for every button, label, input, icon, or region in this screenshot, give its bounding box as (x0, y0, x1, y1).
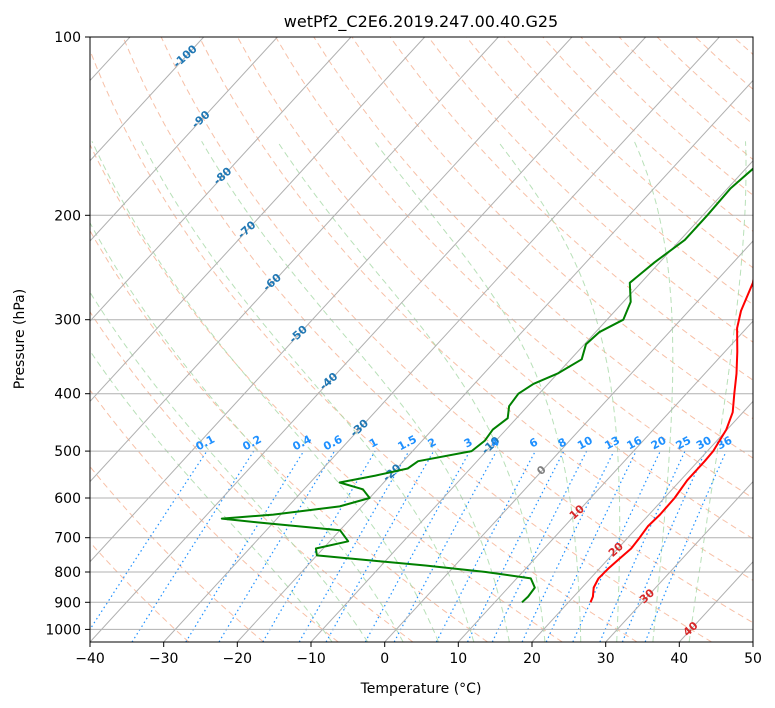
isotherm-gridline (90, 37, 426, 403)
y-tick-label: 600 (54, 491, 81, 507)
x-tick-label: 50 (744, 651, 762, 667)
isotherm-gridline (90, 37, 647, 642)
plot-area: -100-90-80-70-60-50-40-30-20-10010203040… (90, 37, 753, 642)
plot-frame (89, 36, 754, 643)
x-tick-label: 20 (523, 651, 541, 667)
dry-adiabat-line (90, 48, 638, 642)
dry-adiabat-line (90, 143, 563, 642)
dry-adiabat-line (160, 37, 753, 624)
dry-adiabat-line (122, 37, 712, 642)
mixing-ratio-line (545, 450, 637, 642)
mixing-ratio-label: 25 (674, 434, 694, 453)
isotherm-gridline (90, 37, 573, 563)
isotherm-gridline (457, 320, 753, 642)
x-tick-label: −10 (296, 651, 326, 667)
mixing-ratio-line (90, 450, 208, 631)
x-tick-label: 10 (449, 651, 467, 667)
mixing-ratio-label: 36 (715, 434, 735, 453)
x-tick-label: 40 (670, 651, 688, 667)
isotherm-grid (90, 37, 753, 642)
isotherm-gridline (90, 37, 205, 162)
isotherm-gridline (310, 160, 753, 642)
isotherm-gridline (531, 400, 753, 642)
isotherm-gridline (605, 480, 753, 642)
y-tick-label: 900 (54, 595, 81, 611)
y-axis-ticks: 100 200 300 400 500 600 700 800 900 1000 (45, 30, 90, 638)
dry-adiabat-line (313, 37, 753, 459)
y-tick-label: 300 (54, 313, 81, 329)
isotherm-gridline (90, 37, 499, 483)
isotherm-gridline (384, 240, 753, 642)
x-tick-label: −30 (149, 651, 179, 667)
mixing-ratio-label: 16 (625, 434, 645, 453)
temperature-profile-line (589, 276, 753, 603)
mixing-ratio-label: 20 (649, 434, 669, 453)
chart-title: wetPf2_C2E6.2019.247.00.40.G25 (284, 12, 558, 32)
mixing-ratio-label: 13 (602, 434, 622, 453)
mixing-ratio-line (218, 450, 336, 642)
dry-adiabat-line (90, 465, 264, 642)
x-tick-label: 0 (380, 651, 389, 667)
isotherm-gridline (90, 37, 278, 242)
isotherm-gridline (90, 37, 352, 322)
dry-adiabat-line (275, 37, 753, 499)
mixing-ratio-line (298, 450, 410, 642)
dry-adiabat-line (198, 37, 753, 581)
mixing-ratio-line (131, 450, 255, 642)
x-axis-title: Temperature (°C) (360, 681, 482, 697)
mixing-ratio-line (572, 450, 661, 642)
y-tick-label: 100 (54, 30, 81, 46)
y-tick-label: 500 (54, 444, 81, 460)
dry-adiabat-line (389, 37, 753, 381)
dry-adiabat-line (427, 37, 753, 343)
x-tick-label: 30 (597, 651, 615, 667)
x-axis-ticks: −40 −30 −20 −10 0 10 20 30 40 50 (75, 642, 762, 667)
mixing-ratio-line (262, 450, 376, 642)
x-tick-label: −40 (75, 651, 105, 667)
y-tick-label: 400 (54, 387, 81, 403)
mixing-ratio-label: 10 (575, 434, 595, 453)
mixing-ratio-line (185, 450, 305, 642)
isotherm-gridline (236, 79, 753, 642)
mixing-ratio-labels: 0.1 0.2 0.4 0.6 1 1.5 2 3 4 6 8 10 13 16 20 25 30 36 (194, 433, 735, 454)
mixing-ratio-line (393, 450, 498, 642)
dewpoint-profile-line (220, 167, 753, 604)
x-tick-label: −20 (223, 651, 253, 667)
y-tick-label: 800 (54, 565, 81, 581)
dry-adiabat-line (351, 37, 753, 420)
y-axis-title: Pressure (hPa) (12, 289, 28, 389)
y-tick-label: 1000 (45, 622, 81, 638)
dry-adiabat-line (90, 541, 190, 642)
dry-adiabat-line (90, 229, 488, 642)
mixing-ratio-label: 30 (694, 434, 714, 453)
y-tick-label: 700 (54, 531, 81, 547)
mixing-ratio-line (521, 450, 615, 642)
sounding-profiles (220, 167, 753, 604)
isotherm-gridline (163, 37, 720, 642)
y-tick-label: 200 (54, 208, 81, 224)
